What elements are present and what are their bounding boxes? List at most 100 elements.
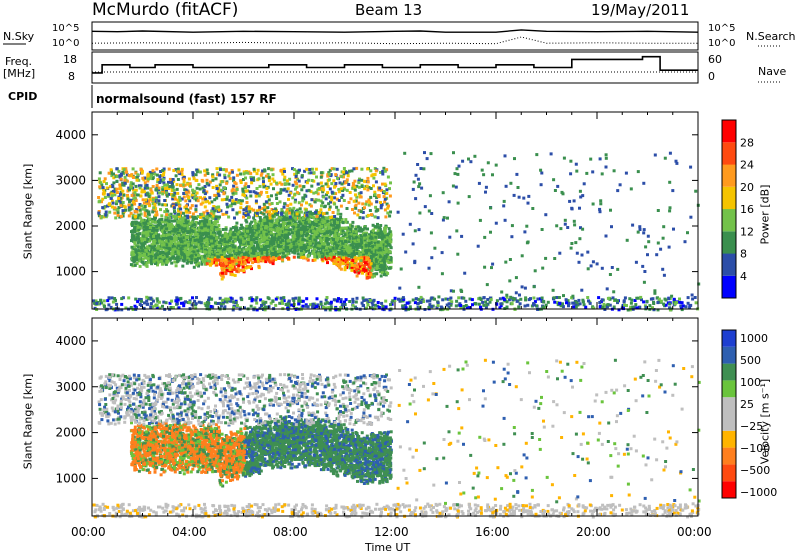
scatter-pixel xyxy=(678,297,681,301)
scatter-pixel xyxy=(155,228,159,232)
scatter-pixel xyxy=(247,227,251,231)
scatter-pixel xyxy=(135,258,139,262)
scatter-pixel xyxy=(149,245,153,249)
scatter-pixel xyxy=(185,224,189,227)
freq-panel-frame xyxy=(91,51,699,84)
scatter-pixel xyxy=(281,218,285,222)
scatter-pixel xyxy=(239,243,243,247)
scatter-pixel xyxy=(93,301,97,305)
scatter-pixel xyxy=(588,301,592,305)
scatter-pixel xyxy=(262,243,266,247)
scatter-pixel xyxy=(280,223,284,227)
scatter-pixel xyxy=(383,264,387,268)
scatter-pixel xyxy=(640,298,643,302)
scatter-pixel xyxy=(263,235,267,239)
scatter-pixel xyxy=(328,252,332,256)
scatter-pixel xyxy=(200,247,204,251)
scatter-pixel xyxy=(273,238,277,242)
scatter-pixel xyxy=(327,306,331,310)
scatter-pixel xyxy=(132,256,136,260)
scatter-pixel xyxy=(495,302,499,306)
scatter-pixel xyxy=(259,298,263,302)
scatter-pixel xyxy=(298,255,302,259)
scatter-pixel xyxy=(330,251,334,255)
scatter-pixel xyxy=(689,303,693,307)
scatter-pixel xyxy=(243,232,247,236)
scatter-pixel xyxy=(313,227,317,231)
scatter-pixel xyxy=(209,230,213,234)
scatter-pixel xyxy=(360,301,364,305)
scatter-pixel xyxy=(261,226,265,230)
scatter-pixel xyxy=(200,226,204,230)
scatter-pixel xyxy=(363,238,367,242)
scatter-pixel xyxy=(582,303,586,307)
scatter-pixel xyxy=(320,217,324,221)
scatter-pixel xyxy=(342,302,346,306)
scatter-pixel xyxy=(135,244,139,248)
scatter-pixel xyxy=(224,245,228,249)
scatter-pixel xyxy=(199,236,202,240)
scatter-pixel xyxy=(628,297,632,301)
scatter-pixel xyxy=(174,242,178,246)
scatter-pixel xyxy=(150,217,154,221)
scatter-pixel xyxy=(349,223,352,227)
scatter-pixel xyxy=(130,251,134,255)
scatter-pixel xyxy=(247,265,251,269)
scatter-pixel xyxy=(269,257,273,261)
scatter-pixel xyxy=(217,227,221,231)
scatter-pixel xyxy=(200,241,204,245)
scatter-pixel xyxy=(258,306,262,310)
scatter-pixel xyxy=(240,298,244,302)
scatter-pixel xyxy=(321,252,325,256)
scatter-pixel xyxy=(283,236,287,240)
scatter-pixel xyxy=(171,252,175,256)
scatter-pixel xyxy=(664,298,668,302)
scatter-pixel xyxy=(282,299,286,303)
scatter-pixel xyxy=(278,249,282,253)
scatter-pixel xyxy=(231,263,235,266)
scatter-pixel xyxy=(155,210,159,214)
scatter-pixel xyxy=(581,300,585,304)
scatter-pixel xyxy=(283,222,287,225)
scatter-pixel xyxy=(379,274,383,278)
search-tick-high: 10^5 xyxy=(708,23,736,34)
scatter-pixel xyxy=(327,216,331,220)
scatter-pixel xyxy=(230,169,234,172)
scatter-pixel xyxy=(643,304,647,308)
scatter-pixel xyxy=(301,227,305,231)
scatter-pixel xyxy=(376,225,380,229)
scatter-pixel xyxy=(348,246,352,250)
scatter-pixel xyxy=(149,232,153,236)
scatter-pixel xyxy=(165,246,169,250)
scatter-pixel xyxy=(379,269,383,273)
scatter-pixel xyxy=(381,266,385,269)
scatter-pixel xyxy=(354,245,358,249)
scatter-pixel xyxy=(142,262,146,266)
scatter-pixel xyxy=(212,233,216,237)
scatter-pixel xyxy=(171,306,175,309)
scatter-pixel xyxy=(252,238,256,241)
scatter-pixel xyxy=(163,260,167,264)
scatter-pixel xyxy=(333,232,337,236)
scatter-pixel xyxy=(166,246,170,250)
scatter-pixel xyxy=(603,304,607,308)
scatter-pixel xyxy=(385,240,389,244)
scatter-pixel xyxy=(325,237,329,240)
scatter-pixel xyxy=(143,252,146,256)
scatter-pixel xyxy=(197,254,200,258)
scatter-pixel xyxy=(327,301,331,305)
scatter-pixel xyxy=(179,246,183,250)
scatter-pixel xyxy=(212,221,216,225)
scatter-pixel xyxy=(347,257,351,261)
scatter-pixel xyxy=(188,222,192,226)
scatter-pixel xyxy=(141,251,144,255)
scatter-pixel xyxy=(351,300,355,303)
scatter-pixel xyxy=(175,299,179,303)
scatter-pixel xyxy=(244,266,248,270)
scatter-pixel xyxy=(349,244,353,247)
scatter-pixel xyxy=(113,297,117,300)
scatter-pixel xyxy=(215,252,219,256)
scatter-pixel xyxy=(354,259,358,263)
scatter-pixel xyxy=(220,277,224,281)
scatter-pixel xyxy=(362,269,366,273)
